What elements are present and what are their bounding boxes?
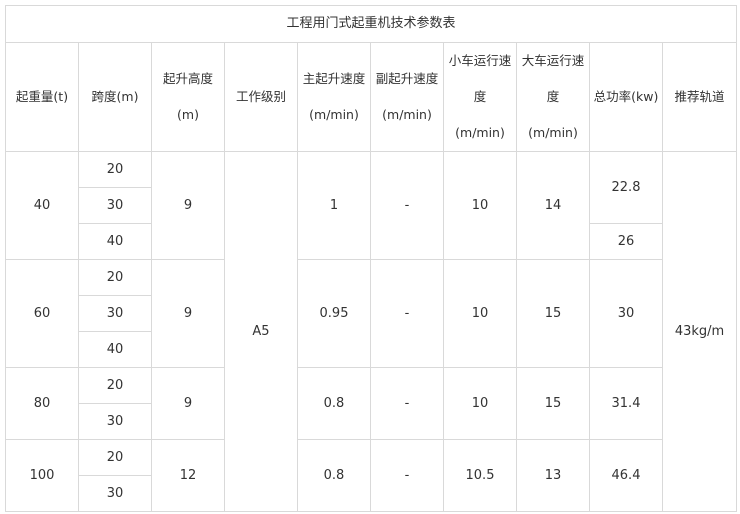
column-header-line: 推荐轨道 xyxy=(674,89,725,104)
table-row: 40 20 9 A5 1-10 14 22.8 43kg/m xyxy=(5,151,738,512)
span-cell: 20 xyxy=(78,367,152,404)
aux-speed-cell: - xyxy=(370,259,444,368)
table-row: 60 20 9 0.95-10 15 30 xyxy=(5,259,737,368)
column-header-line: 跨度(m) xyxy=(91,89,139,104)
trolley-speed-cell: 10 xyxy=(443,367,517,440)
header-row: 起重量(t) 跨度(m) 起升高度 (m) 工作级别 主起升速度 (m/min) 副起升速度 (… xyxy=(5,42,738,152)
crane-speed-cell: 15 xyxy=(516,367,590,440)
column-header: 副起升速度 (m/min) xyxy=(370,42,444,152)
capacity-cell: 40 xyxy=(5,151,79,260)
table-row: 30 xyxy=(6,403,737,440)
span-cell: 30 xyxy=(78,295,152,332)
crane-speed-cell: 15 xyxy=(516,259,590,368)
trolley-speed-cell: 10 xyxy=(443,259,517,368)
column-header-line: 小车运行速 xyxy=(448,53,512,68)
crane-speed-cell: 14 xyxy=(516,151,590,260)
column-header: 起重量(t) xyxy=(5,42,79,152)
capacity-cell: 100 xyxy=(5,439,79,512)
column-header: 工作级别 xyxy=(224,42,298,152)
crane-spec-table: 工程用门式起重机技术参数表 起重量(t) 跨度(m) 起升高度 (m) 工作级别 主起升速… xyxy=(4,5,738,512)
table-row: 100 20 12 0.8-10.5 13 46.4 xyxy=(5,439,737,512)
table-row: 30 xyxy=(6,187,737,224)
column-header-line: (m/min) xyxy=(528,125,578,140)
capacity-cell: 80 xyxy=(5,367,79,440)
span-cell: 20 xyxy=(78,439,152,476)
aux-speed-cell: - xyxy=(370,439,444,512)
column-header-line: 副起升速度 xyxy=(375,71,439,86)
main-speed-cell: 0.95 xyxy=(297,259,371,368)
column-header: 小车运行速度 (m/min) xyxy=(443,42,517,152)
aux-speed-cell: - xyxy=(370,367,444,440)
span-cell: 20 xyxy=(78,259,152,296)
column-header: 跨度(m) xyxy=(78,42,152,152)
span-cell: 20 xyxy=(78,151,152,188)
lift-height-cell: 9 xyxy=(151,259,225,368)
span-cell: 30 xyxy=(78,187,152,224)
column-header: 大车运行速度 (m/min) xyxy=(516,42,590,152)
column-header-line: 度 xyxy=(473,89,487,104)
power-cell: 26 xyxy=(589,223,663,260)
column-header-line: (m/min) xyxy=(309,107,359,122)
power-cell: 30 xyxy=(589,259,663,368)
column-header-line: 起升高度 xyxy=(162,71,213,86)
table-row: 30 xyxy=(6,295,737,332)
trolley-speed-cell: 10 xyxy=(443,151,517,260)
span-cell: 40 xyxy=(78,223,152,260)
table-row: 40 26 xyxy=(6,223,737,260)
column-header-line: (m/min) xyxy=(382,107,432,122)
lift-height-cell: 12 xyxy=(151,439,225,512)
work-level-cell: A5 xyxy=(224,151,298,512)
column-header-line: (m) xyxy=(177,107,199,122)
column-header: 起升高度 (m) xyxy=(151,42,225,152)
main-speed-cell: 1 xyxy=(297,151,371,260)
column-header: 推荐轨道 xyxy=(661,42,738,152)
table-row: 80 20 9 0.8-10 15 31.4 xyxy=(5,367,737,440)
power-cell: 22.8 xyxy=(589,151,663,224)
column-header-line: 大车运行速 xyxy=(521,53,585,68)
table-title: 工程用门式起重机技术参数表 xyxy=(4,5,738,43)
column-header: 主起升速度 (m/min) xyxy=(297,42,371,152)
column-header-line: 总功率(kw) xyxy=(593,89,659,104)
capacity-cell: 60 xyxy=(5,259,79,368)
column-header-line: 工作级别 xyxy=(235,89,286,104)
column-header-line: 度 xyxy=(546,89,560,104)
span-cell: 40 xyxy=(78,331,152,368)
power-cell: 31.4 xyxy=(589,367,663,440)
table-row: 40 xyxy=(6,331,737,368)
table-row: 30 xyxy=(6,475,737,512)
span-cell: 30 xyxy=(78,403,152,440)
trolley-speed-cell: 10.5 xyxy=(443,439,517,512)
main-speed-cell: 0.8 xyxy=(297,439,371,512)
main-speed-cell: 0.8 xyxy=(297,367,371,440)
column-header: 总功率(kw) xyxy=(589,42,663,152)
span-cell: 30 xyxy=(78,475,152,512)
column-header-line: 主起升速度 xyxy=(302,71,366,86)
column-header-line: (m/min) xyxy=(455,125,505,140)
rail-cell: 43kg/m xyxy=(661,151,738,512)
crane-speed-cell: 13 xyxy=(516,439,590,512)
lift-height-cell: 9 xyxy=(151,367,225,440)
power-cell: 46.4 xyxy=(589,439,663,512)
aux-speed-cell: - xyxy=(370,151,444,260)
lift-height-cell: 9 xyxy=(151,151,225,260)
column-header-line: 起重量(t) xyxy=(15,89,69,104)
